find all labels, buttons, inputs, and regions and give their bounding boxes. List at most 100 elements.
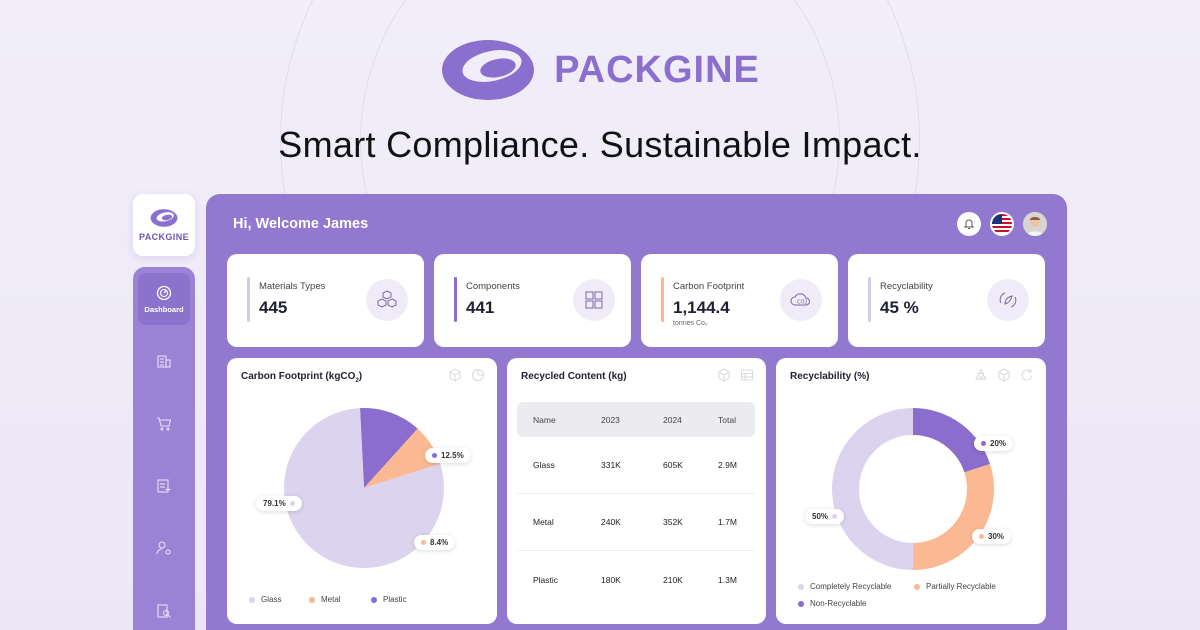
column-header: Total — [718, 414, 736, 425]
cart-icon — [157, 417, 172, 431]
table-header: Name 2023 2024 Total — [517, 402, 755, 437]
sidebar-item-dashboard[interactable]: Dashboard — [138, 273, 190, 326]
pie-label-plastic: 12.5% — [425, 448, 471, 463]
cube-icon[interactable] — [997, 368, 1011, 382]
card-tools — [717, 368, 754, 382]
notifications-button[interactable] — [957, 212, 981, 236]
refresh-icon[interactable] — [1020, 368, 1034, 382]
recycle-icon[interactable] — [974, 368, 988, 382]
column-header: 2023 — [601, 414, 620, 425]
table-cell: 2.9M — [718, 460, 737, 470]
bell-icon — [963, 219, 975, 229]
legend-plastic: Plastic — [371, 595, 407, 604]
stat-card-components[interactable]: Components 441 — [434, 254, 631, 347]
sidebar-nav: Dashboard — [133, 267, 195, 630]
stat-accent-bar — [454, 277, 457, 322]
recyclability-donut-chart — [832, 408, 994, 570]
legend-metal: Metal — [309, 595, 341, 604]
carbon-footprint-card: Carbon Footprint (kgCO2) 12.5% 79.1% 8.4… — [227, 358, 497, 624]
stat-label: Recyclability — [880, 281, 933, 292]
donut-label-non-recyclable: 20% — [974, 436, 1014, 451]
table-cell: 352K — [663, 517, 683, 527]
column-header: Name — [533, 414, 556, 425]
table-cell: 1.7M — [718, 517, 737, 527]
donut-slice-completely-recyclable[interactable] — [832, 408, 913, 570]
sidebar-item-buildings[interactable] — [138, 335, 190, 387]
card-title: Recyclability (%) — [790, 371, 870, 382]
cube-icon[interactable] — [717, 368, 731, 382]
stat-unit: tonnes Co₂ — [673, 320, 708, 327]
app-logo-name: PACKGINE — [138, 232, 190, 242]
donut-slice-non-recyclable[interactable] — [913, 408, 991, 473]
table-cell: Glass — [533, 460, 555, 470]
stat-value: 1,144.4 — [673, 298, 730, 317]
stat-accent-bar — [868, 277, 871, 322]
legend-completely-recyclable: Completely Recyclable — [798, 582, 891, 591]
legend-partially-recyclable: Partially Recyclable — [914, 582, 996, 591]
recycled-content-card: Recycled Content (kg) Name 2023 2024 Tot… — [507, 358, 766, 624]
recyclability-card: Recyclability (%) 20% 50% 30% Completely… — [776, 358, 1046, 624]
brand-header: PACKGINE — [0, 36, 1200, 104]
stat-label: Materials Types — [259, 281, 326, 292]
sidebar-item-users[interactable] — [138, 522, 190, 574]
language-button[interactable] — [990, 212, 1014, 236]
sidebar-item-reports[interactable] — [138, 585, 190, 630]
user-avatar[interactable] — [1023, 212, 1047, 236]
donut-label-partially: 30% — [972, 529, 1012, 544]
donut-slice-partially-recyclable[interactable] — [913, 463, 994, 570]
stat-card-materials[interactable]: Materials Types 445 — [227, 254, 424, 347]
pie-label-metal: 8.4% — [414, 535, 456, 550]
table-cell: 180K — [601, 574, 621, 585]
sidebar-item-cart[interactable] — [138, 398, 190, 450]
stat-value: 441 — [466, 298, 495, 317]
table-row[interactable]: Metal 240K 352K 1.7M — [517, 494, 755, 551]
table-cell: 1.3M — [718, 574, 737, 585]
gauge-icon — [156, 285, 172, 300]
svg-text:CO2: CO2 — [797, 300, 808, 306]
stat-card-recyclability[interactable]: Recyclability 45 % — [848, 254, 1045, 347]
app-logo-tile[interactable]: PACKGINE — [133, 194, 195, 256]
sidebar-item-label: Dashboard — [144, 304, 184, 314]
legend-non-recyclable: Non-Recyclable — [798, 599, 866, 608]
legend-glass: Glass — [249, 595, 281, 604]
card-tools — [448, 368, 485, 382]
stat-accent-bar — [661, 277, 664, 322]
tagline: Smart Compliance. Sustainable Impact. — [278, 124, 922, 165]
recycle-leaf-icon — [999, 292, 1017, 308]
table-row[interactable]: Plastic 180K 210K 1.3M — [517, 551, 755, 608]
pie-slice-metal[interactable] — [364, 428, 441, 488]
cube-icon[interactable] — [448, 368, 462, 382]
table-cell: 210K — [663, 574, 683, 585]
user-settings-icon — [156, 541, 171, 556]
welcome-message: Hi, Welcome James — [233, 216, 369, 232]
building-icon — [157, 355, 171, 369]
table-cell: 605K — [663, 460, 683, 470]
stat-label: Components — [466, 281, 520, 292]
table-cell: 240K — [601, 517, 621, 527]
carbon-pie-chart — [284, 408, 444, 568]
dashboard-panel: Hi, Welcome James — [206, 194, 1067, 630]
sidebar-item-documents[interactable] — [138, 460, 190, 512]
brand-logo-icon — [442, 40, 535, 100]
table-cell: Plastic — [533, 574, 559, 585]
stat-card-carbon[interactable]: Carbon Footprint 1,144.4 tonnes Co₂ CO2 — [641, 254, 838, 347]
column-header: 2024 — [663, 414, 682, 425]
pie-slice-plastic[interactable] — [360, 408, 418, 488]
donut-label-completely: 50% — [805, 509, 845, 524]
pie-slice-glass[interactable] — [284, 408, 444, 568]
puzzle-icon — [585, 291, 603, 309]
card-title: Recycled Content (kg) — [521, 371, 627, 382]
stat-value: 45 % — [880, 298, 919, 317]
table-cell: 331K — [601, 460, 621, 470]
table-row[interactable]: Glass 331K 605K 2.9M — [517, 437, 755, 494]
co2-cloud-icon: CO2 — [790, 293, 810, 306]
brand-name: PACKGINE — [554, 48, 760, 91]
stat-value: 445 — [259, 298, 288, 317]
table-cell: Metal — [533, 517, 554, 527]
document-add-icon — [157, 479, 171, 493]
stat-icon-wrap — [987, 279, 1029, 321]
table-icon[interactable] — [740, 368, 754, 382]
app-logo-icon — [150, 209, 178, 227]
pie-chart-icon[interactable] — [471, 368, 485, 382]
stat-label: Carbon Footprint — [673, 281, 745, 292]
